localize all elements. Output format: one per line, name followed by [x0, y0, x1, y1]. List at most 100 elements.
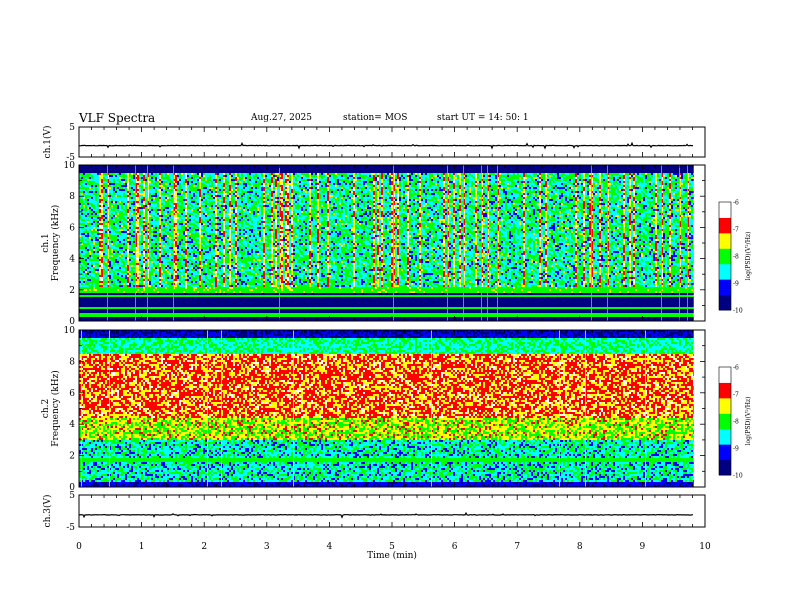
- sferic-spike: [559, 330, 560, 487]
- sferic-spike: [393, 165, 394, 321]
- x-tick-label: 3: [264, 542, 270, 552]
- sferic-spike: [447, 165, 448, 321]
- y-tick-label: 0: [69, 483, 75, 493]
- y-axis-label: Frequency (kHz): [50, 205, 61, 282]
- colorbar-swatch: [719, 202, 731, 218]
- sferic-spike: [661, 165, 662, 321]
- sferic-spike: [463, 165, 464, 321]
- sferic-spike: [147, 165, 148, 321]
- no-data-region: [693, 165, 705, 321]
- y-tick-label: -5: [66, 523, 75, 533]
- y-tick-label: 6: [69, 223, 75, 233]
- colorbar-swatch: [719, 367, 731, 383]
- y-tick-label: 2: [69, 452, 75, 462]
- colorbar-tick-label: -7: [733, 392, 739, 399]
- sferic-spike: [135, 165, 136, 321]
- sferic-spike: [585, 330, 586, 487]
- no-data-region: [693, 330, 705, 487]
- x-tick-label: 2: [201, 542, 207, 552]
- colorbar-swatch: [719, 294, 731, 311]
- sferic-spike: [431, 330, 432, 487]
- colorbar-frame: [718, 201, 732, 311]
- colorbar-swatch: [719, 232, 731, 249]
- y-tick-label: 10: [64, 161, 76, 171]
- sferic-spike: [173, 165, 174, 321]
- sferic-spike: [207, 330, 208, 487]
- colorbar-swatch: [719, 248, 731, 265]
- y-tick-label: 8: [69, 357, 75, 367]
- x-axis-label: Time (min): [367, 550, 417, 561]
- figure-title: VLF Spectra: [79, 111, 155, 125]
- ch3-waveform-trace: [79, 511, 694, 519]
- sferic-spike: [687, 165, 688, 321]
- y-tick-label: -5: [66, 153, 75, 163]
- colorbar-tick-label: -9: [733, 281, 739, 288]
- colorbar-swatch: [719, 413, 731, 430]
- sferic-spike: [591, 165, 592, 321]
- colorbar-frame: [718, 366, 732, 476]
- colorbar-tick-label: -7: [733, 227, 739, 234]
- colorbar-tick-label: -8: [733, 419, 739, 426]
- y-tick-label: 5: [69, 491, 75, 501]
- colorbar-swatch: [719, 382, 731, 399]
- date-label: Aug.27, 2025: [251, 113, 312, 123]
- y-tick-label: 8: [69, 192, 75, 202]
- x-tick-label: 4: [327, 542, 333, 552]
- y-tick-label: 6: [69, 389, 75, 399]
- colorbar-label: log(PSD)(V²/Hz): [745, 397, 752, 446]
- sferic-spike: [109, 330, 110, 487]
- colorbars: -6 -7 -8 -9 -10 log(PSD)(V²/Hz) -6 -7 -8 -9 -10 log…: [718, 200, 752, 480]
- station-label: station= MOS: [343, 113, 407, 123]
- y-axis-label: Frequency (kHz): [50, 370, 61, 447]
- colorbar-swatch: [719, 397, 731, 414]
- sferic-spike: [107, 165, 108, 321]
- ch2-spectrogram-image: [79, 330, 705, 487]
- colorbar-swatch: [719, 459, 731, 476]
- y-axis-label: ch.1(V): [42, 126, 53, 159]
- sferic-spike: [487, 165, 488, 321]
- sferic-spike: [679, 165, 680, 321]
- x-tick-label: 10: [699, 542, 711, 552]
- x-tick-label: 8: [577, 542, 583, 552]
- sferic-spike: [481, 165, 482, 321]
- sferic-spike: [497, 165, 498, 321]
- x-tick-label: 1: [139, 542, 145, 552]
- sferic-spike: [607, 165, 608, 321]
- y-axis-label: ch.2: [41, 399, 51, 418]
- y-tick-label: 4: [69, 255, 75, 265]
- colorbar-swatch: [719, 217, 731, 234]
- colorbar-tick-label: -6: [733, 365, 739, 372]
- start-time-label: start UT = 14: 50: 1: [437, 113, 529, 123]
- y-tick-label: 2: [69, 286, 75, 296]
- colorbar-tick-label: -8: [733, 254, 739, 261]
- colorbar-swatch: [719, 263, 731, 280]
- colorbar-tick-label: -6: [733, 200, 739, 207]
- waveform-traces: [78, 141, 694, 519]
- y-tick-label: 10: [64, 326, 76, 336]
- sferic-spike: [293, 330, 294, 487]
- colorbar-swatch: [719, 279, 731, 296]
- sferic-spike: [221, 330, 222, 487]
- colorbar-swatch: [719, 444, 731, 461]
- ch1-waveform-trace: [78, 141, 693, 150]
- x-tick-label: 6: [452, 542, 458, 552]
- x-tick-label: 7: [514, 542, 520, 552]
- sferic-spike: [645, 330, 646, 487]
- colorbar-tick-label: -10: [733, 473, 743, 480]
- x-tick-label: 5: [389, 542, 395, 552]
- y-tick-label: 4: [69, 420, 75, 430]
- ch1-spectrogram-image: [79, 165, 705, 321]
- colorbar-swatch: [719, 428, 731, 445]
- colorbar-label: log(PSD)(V²/Hz): [745, 232, 752, 281]
- y-axis-label: ch.1: [41, 233, 51, 252]
- y-tick-label: 5: [69, 123, 75, 133]
- y-tick-label: 0: [69, 317, 75, 327]
- y-axis-label: ch.3(V): [42, 495, 53, 528]
- sferic-spike: [279, 165, 280, 321]
- colorbar-tick-label: -10: [733, 308, 743, 315]
- x-tick-label: 0: [76, 542, 82, 552]
- x-tick-label: 9: [640, 542, 646, 552]
